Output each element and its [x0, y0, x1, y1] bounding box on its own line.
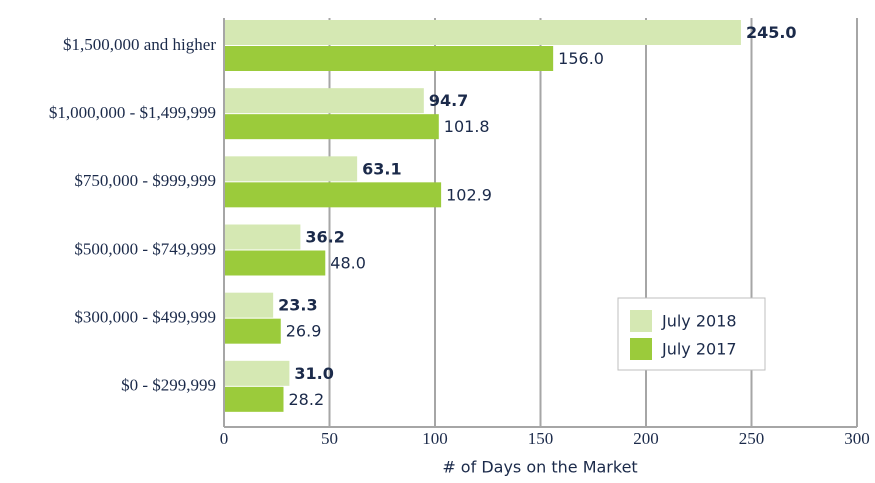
value-label: 94.7 — [429, 91, 468, 110]
bar — [224, 224, 301, 250]
y-tick-label: $1,500,000 and higher — [63, 35, 216, 54]
value-label: 48.0 — [330, 254, 366, 273]
value-label: 102.9 — [446, 185, 492, 204]
y-tick-label: $1,000,000 - $1,499,999 — [49, 103, 216, 122]
value-label: 156.0 — [558, 49, 604, 68]
value-label: 31.0 — [294, 364, 333, 383]
x-tick-label: 300 — [844, 429, 870, 448]
bar — [224, 88, 424, 114]
bar — [224, 114, 439, 140]
bar — [224, 156, 358, 182]
x-axis-label: # of Days on the Market — [442, 458, 637, 477]
value-label: 101.8 — [444, 117, 490, 136]
x-tick-label: 0 — [220, 429, 229, 448]
bar — [224, 20, 741, 45]
x-tick-label: 200 — [633, 429, 659, 448]
legend-swatch — [630, 310, 652, 332]
value-label: 23.3 — [278, 296, 317, 315]
legend-label: July 2018 — [661, 312, 737, 331]
x-tick-label: 150 — [528, 429, 554, 448]
value-label: 36.2 — [305, 228, 344, 247]
value-label: 26.9 — [286, 322, 322, 341]
bar — [224, 182, 442, 208]
value-label: 245.0 — [746, 23, 797, 42]
legend-label: July 2017 — [661, 340, 737, 359]
bar — [224, 250, 326, 276]
x-tick-label: 250 — [739, 429, 765, 448]
bar — [224, 386, 284, 412]
value-label: 63.1 — [362, 159, 401, 178]
y-tick-label: $500,000 - $749,999 — [74, 239, 216, 258]
bar — [224, 46, 554, 71]
x-tick-label: 100 — [422, 429, 448, 448]
bar — [224, 292, 274, 318]
y-tick-label: $750,000 - $999,999 — [74, 171, 216, 190]
x-tick-label: 50 — [321, 429, 338, 448]
bar — [224, 360, 290, 386]
y-tick-label: $300,000 - $499,999 — [74, 308, 216, 327]
y-tick-label: $0 - $299,999 — [121, 376, 216, 395]
bar — [224, 318, 281, 344]
value-label: 28.2 — [289, 390, 325, 409]
legend-swatch — [630, 338, 652, 360]
